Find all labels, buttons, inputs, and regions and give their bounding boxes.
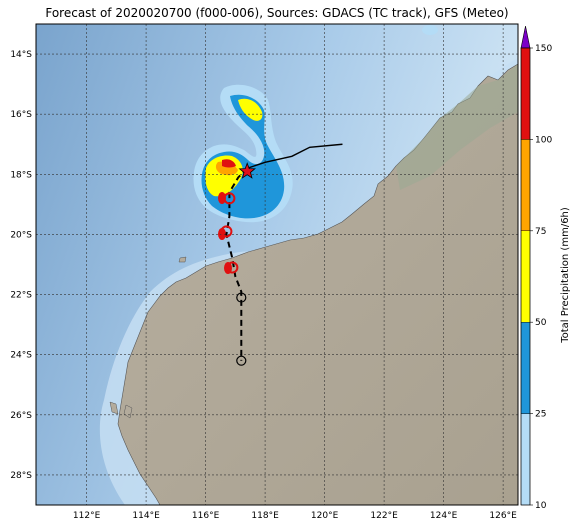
colorbar-tick-label: 10 [535,501,547,511]
colorbar-segment [520,139,531,231]
colorbar-frame [520,47,531,506]
lon-tick-label: 116°E [192,511,220,521]
map-frame [35,23,519,506]
cyclone-track [220,143,343,366]
island [178,256,187,263]
lat-tick-label: 28°S [10,471,32,481]
precip-10-25 [422,25,438,35]
longitude-labels: 112°E 114°E 116°E 118°E 120°E 122°E 124°E 126°E [73,511,517,521]
land-greenery [396,64,518,190]
colorbar-tick-label: 25 [535,410,546,420]
precip-100-150 [222,159,236,168]
lat-tick-label: 26°S [10,411,32,421]
lat-tick-label: 22°S [10,291,32,301]
colorbar-segment [520,47,531,140]
colorbar-tick-label: 75 [535,227,546,237]
precipitation-field [193,25,438,274]
colorbar-extend-arrow [520,25,531,49]
lat-tick-label: 16°S [10,110,32,120]
lat-tick-label: 18°S [10,170,32,180]
map-title: Forecast of 2020020700 (f000-006), Sourc… [45,6,509,20]
precip-50-75 [238,98,263,121]
cyclone-symbol [226,261,239,274]
colorbar-segment [520,413,531,506]
lon-tick-label: 122°E [370,511,398,521]
current-position-star-icon [238,162,256,179]
colorbar: 10 25 50 75 100 150 Total Precipitation (mm/6… [520,25,571,511]
lat-tick-label: 20°S [10,230,32,240]
lat-tick-label: 14°S [10,50,32,60]
colorbar-label: Total Precipitation (mm/6h) [560,207,571,344]
colorbar-tick-label: 50 [535,318,547,328]
lon-tick-label: 120°E [311,511,339,521]
lon-tick-label: 124°E [430,511,458,521]
colorbar-segment [520,322,531,414]
forecast-track-line [225,167,248,361]
lat-tick-label: 24°S [10,351,32,361]
past-track-line [247,143,343,169]
graticule [36,24,518,505]
latitude-labels: 14°S 16°S 18°S 20°S 22°S 24°S 26°S 28°S [10,50,32,481]
lon-tick-label: 118°E [251,511,279,521]
colorbar-tick-label: 150 [535,44,552,54]
low-pressure-circle [236,292,247,303]
island [109,401,119,415]
cyclone-symbol [220,225,233,238]
colorbar-tick-label: 100 [535,135,552,145]
lon-tick-label: 112°E [73,511,101,521]
lon-tick-label: 126°E [489,511,517,521]
lon-tick-label: 114°E [132,511,160,521]
low-pressure-circle [236,355,247,366]
colorbar-segment [520,230,531,323]
cyclone-symbol [223,192,236,205]
